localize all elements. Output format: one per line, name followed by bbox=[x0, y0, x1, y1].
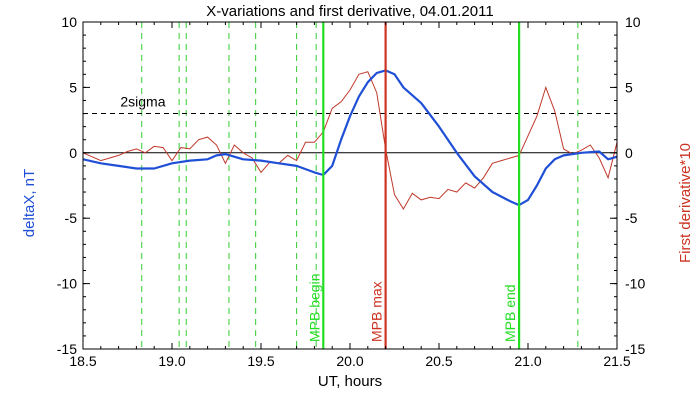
x-tick-label: 19.0 bbox=[158, 353, 185, 369]
series-line-derivative bbox=[83, 71, 617, 210]
x-tick-label: 18.5 bbox=[69, 353, 96, 369]
y-tick-label-left: 5 bbox=[69, 79, 77, 95]
y-tick-label-right: -10 bbox=[625, 276, 645, 292]
y-tick-label-left: -5 bbox=[65, 210, 78, 226]
y-tick-label-right: 5 bbox=[625, 79, 633, 95]
y-tick-label-right: -15 bbox=[625, 341, 645, 357]
y-tick-label-left: -10 bbox=[57, 276, 77, 292]
series-line-deltaX bbox=[83, 69, 617, 207]
y-axis-title-right: First derivative*10 bbox=[677, 143, 694, 263]
chart-title: X-variations and first derivative, 04.01… bbox=[206, 3, 493, 20]
plot-inner bbox=[83, 22, 617, 349]
y-tick-label-left: -15 bbox=[57, 341, 77, 357]
y-tick-label-right: -5 bbox=[625, 210, 638, 226]
marker-label: MPB max bbox=[369, 281, 385, 342]
plot-area: 18.5 19.0 19.5 20.0 20.5 21.0 21.5-15 -15-10 -10… bbox=[57, 14, 646, 369]
marker-label: MPB begin bbox=[306, 274, 322, 342]
y-tick-label-left: 10 bbox=[61, 14, 77, 30]
x-tick-label: 21.5 bbox=[603, 353, 630, 369]
y-axis-title-left: deltaX, nT bbox=[21, 169, 38, 237]
y-tick-label-left: 0 bbox=[69, 145, 77, 161]
x-axis-title: UT, hours bbox=[318, 373, 382, 390]
marker-label: MPB end bbox=[502, 284, 518, 342]
y-tick-label-right: 10 bbox=[625, 14, 641, 30]
y-tick-label-right: 0 bbox=[625, 145, 633, 161]
x-tick-label: 20.5 bbox=[425, 353, 452, 369]
x-tick-label: 20.0 bbox=[336, 353, 363, 369]
x-tick-label: 19.5 bbox=[247, 353, 274, 369]
threshold-label: 2sigma bbox=[120, 94, 165, 110]
x-tick-label: 21.0 bbox=[514, 353, 541, 369]
